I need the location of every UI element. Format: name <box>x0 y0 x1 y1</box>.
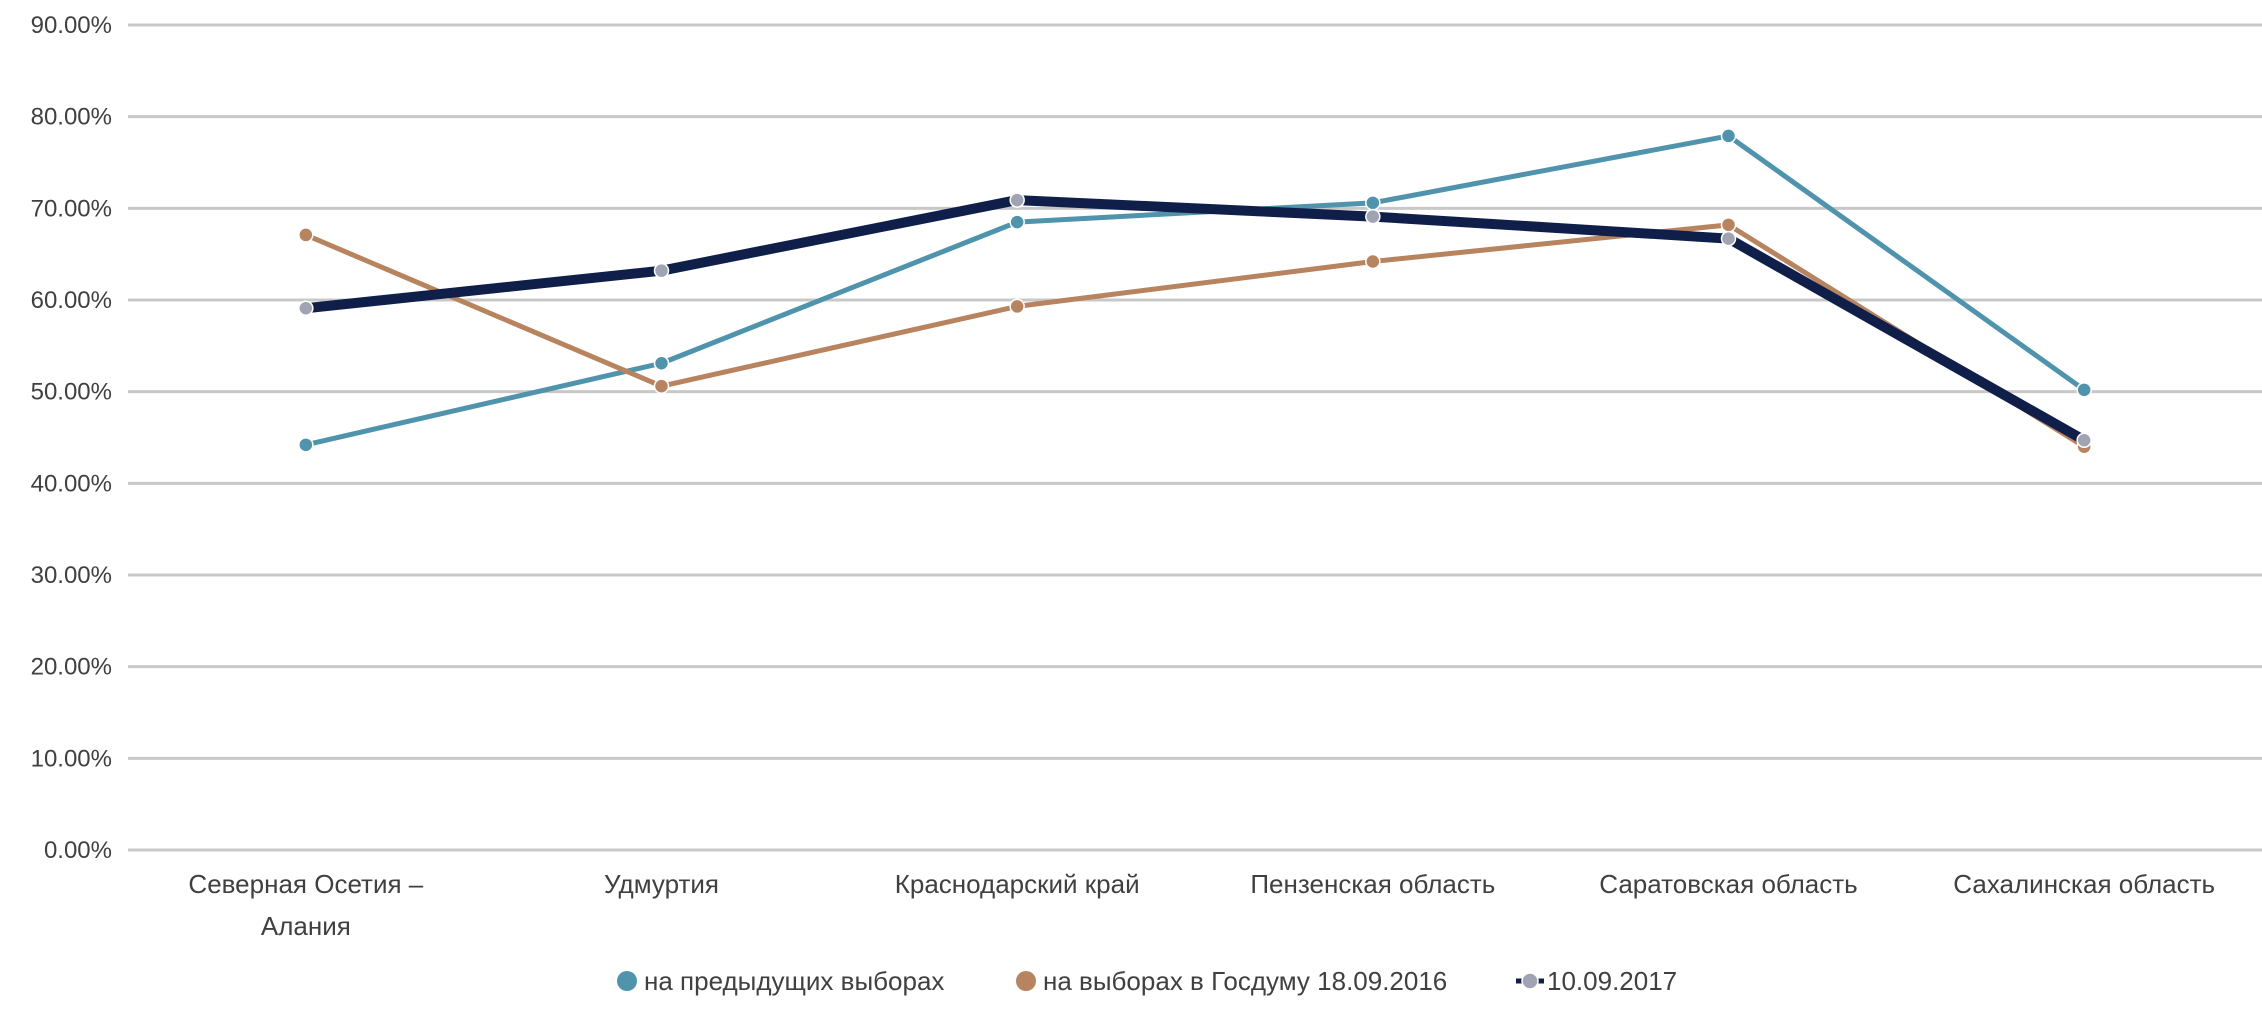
data-point <box>1009 214 1025 230</box>
y-tick-label: 70.00% <box>31 195 112 222</box>
x-category-label: Удмуртия <box>604 869 719 899</box>
data-point <box>1365 195 1381 211</box>
y-axis-tick-labels: 0.00% 10.00% 20.00% 30.00% 40.00% 50.00% 60.00… <box>31 12 112 864</box>
series-line <box>300 195 2090 446</box>
data-point <box>298 437 314 453</box>
y-tick-label: 30.00% <box>31 562 112 589</box>
series-points <box>298 128 2092 455</box>
data-point <box>653 378 670 394</box>
data-point <box>1365 253 1381 270</box>
data-point <box>1009 192 1025 208</box>
data-point <box>2076 432 2092 448</box>
y-tick-label: 20.00% <box>31 654 112 681</box>
data-point <box>1720 128 1737 144</box>
data-point <box>1720 230 1737 247</box>
legend-marker <box>1521 972 1539 990</box>
data-point <box>298 300 314 316</box>
y-tick-label: 0.00% <box>44 837 112 864</box>
x-category-label: Северная Осетия – Алания <box>188 869 423 941</box>
legend: на предыдущих выборах на выборах в Госдум… <box>617 966 1677 996</box>
data-point <box>653 355 670 371</box>
x-category-label: Пензенская область <box>1250 869 1495 899</box>
x-category-label: Сахалинская область <box>1953 869 2215 899</box>
legend-label: на выборах в Госдуму 18.09.2016 <box>1043 966 1447 996</box>
legend-label: 10.09.2017 <box>1547 966 1677 996</box>
x-axis-category-labels: Северная Осетия – Алания Удмуртия Краснодар… <box>188 869 2215 941</box>
series-line <box>303 222 2087 450</box>
data-point <box>1009 298 1025 315</box>
data-point <box>298 227 314 243</box>
data-point <box>2076 382 2092 398</box>
legend-marker <box>1016 971 1036 991</box>
y-tick-label: 10.00% <box>31 745 112 772</box>
legend-marker <box>617 971 637 991</box>
gridlines <box>128 23 2262 852</box>
y-tick-label: 40.00% <box>31 470 112 497</box>
data-point <box>1720 217 1737 233</box>
data-point <box>653 262 670 279</box>
series-lines <box>300 133 2090 450</box>
y-tick-label: 50.00% <box>31 379 112 406</box>
data-point <box>1365 208 1381 225</box>
y-tick-label: 60.00% <box>31 287 112 314</box>
x-category-label: Саратовская область <box>1599 869 1857 899</box>
x-category-label: Краснодарский край <box>895 869 1140 899</box>
y-tick-label: 90.00% <box>31 12 112 39</box>
legend-label: на предыдущих выборах <box>644 966 944 996</box>
y-tick-label: 80.00% <box>31 104 112 131</box>
